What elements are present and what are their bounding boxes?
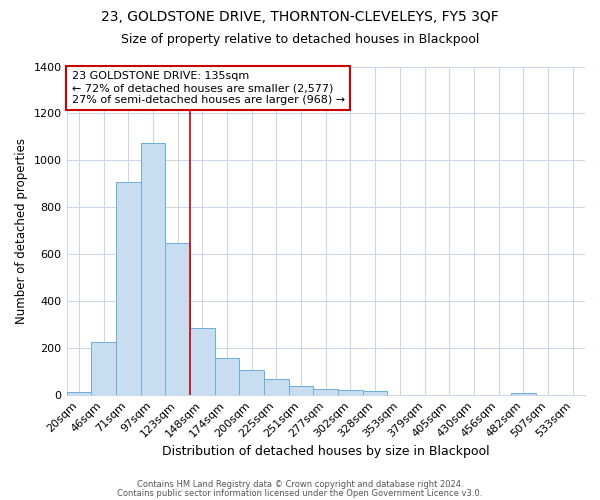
Bar xyxy=(363,391,388,395)
Text: Contains public sector information licensed under the Open Government Licence v3: Contains public sector information licen… xyxy=(118,490,482,498)
Y-axis label: Number of detached properties: Number of detached properties xyxy=(15,138,28,324)
Bar xyxy=(116,182,140,395)
Text: Size of property relative to detached houses in Blackpool: Size of property relative to detached ho… xyxy=(121,32,479,46)
Bar xyxy=(511,393,536,395)
Bar xyxy=(264,378,289,395)
Bar xyxy=(67,392,91,395)
Bar xyxy=(215,358,239,395)
Bar xyxy=(91,342,116,395)
Bar xyxy=(239,370,264,395)
Text: 23, GOLDSTONE DRIVE, THORNTON-CLEVELEYS, FY5 3QF: 23, GOLDSTONE DRIVE, THORNTON-CLEVELEYS,… xyxy=(101,10,499,24)
Bar xyxy=(190,328,215,395)
Bar xyxy=(289,386,313,395)
Bar xyxy=(313,388,338,395)
Bar xyxy=(165,242,190,395)
Bar xyxy=(140,143,165,395)
Bar xyxy=(338,390,363,395)
Text: 23 GOLDSTONE DRIVE: 135sqm
← 72% of detached houses are smaller (2,577)
27% of s: 23 GOLDSTONE DRIVE: 135sqm ← 72% of deta… xyxy=(72,72,345,104)
X-axis label: Distribution of detached houses by size in Blackpool: Distribution of detached houses by size … xyxy=(162,444,490,458)
Text: Contains HM Land Registry data © Crown copyright and database right 2024.: Contains HM Land Registry data © Crown c… xyxy=(137,480,463,489)
